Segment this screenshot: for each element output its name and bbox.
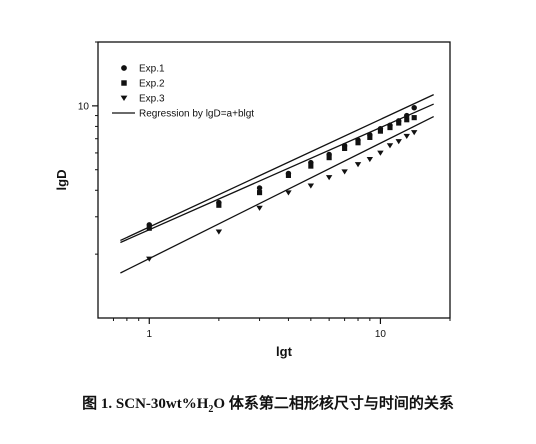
legend: Exp.1 Exp.2 Exp.3 Regression by lgD=a+blgt (112, 64, 254, 120)
data-point-circle (411, 105, 417, 111)
data-point-triangle-down (256, 205, 263, 211)
data-point-triangle-down (410, 130, 418, 136)
legend-marker (121, 80, 127, 86)
data-point-square (367, 134, 373, 140)
data-point-square (396, 120, 402, 126)
data-point-square (387, 125, 393, 131)
data-point-triangle-down (366, 157, 374, 163)
data-point-circle (256, 185, 263, 191)
legend-label: Exp.1 (139, 64, 165, 75)
x-tick-label: 1 (146, 329, 152, 340)
data-point-triangle-down (307, 183, 315, 189)
data-point-square (257, 190, 263, 196)
data-point-square (411, 115, 417, 121)
data-point-triangle-down (386, 143, 394, 149)
plot-frame (97, 41, 451, 319)
legend-marker (121, 65, 127, 71)
plot-border (97, 41, 451, 319)
data-point-triangle-down (341, 169, 348, 175)
data-point-square (342, 145, 348, 151)
regression-line (120, 103, 434, 244)
regression-lines (120, 94, 434, 274)
legend-marker (120, 95, 128, 102)
data-point-square (216, 202, 222, 208)
data-point-square (326, 155, 332, 161)
y-axis-title: lgD (54, 170, 69, 191)
data-point-circle (404, 112, 410, 119)
data-point-triangle-down (325, 175, 333, 181)
regression-line (120, 116, 434, 274)
chart: 1 10 10 lgt lgD Exp.1 Exp.2 Exp.3 Regression by… (54, 41, 451, 359)
data-point-square (377, 128, 383, 134)
data-points (146, 105, 418, 262)
legend-label: Exp.3 (139, 94, 165, 105)
data-point-square (355, 140, 361, 146)
data-point-square (285, 172, 291, 178)
data-point-triangle-down (395, 139, 402, 145)
data-point-triangle-down (354, 162, 362, 168)
data-point-triangle-down (215, 229, 223, 235)
caption-subscript: 2 (208, 404, 214, 415)
axes: 1 10 10 lgt lgD (54, 41, 451, 359)
data-point-square (308, 163, 314, 169)
data-point-triangle-down (146, 256, 153, 262)
x-tick-label: 10 (375, 329, 387, 340)
data-point-triangle-down (403, 133, 410, 140)
data-point-triangle-down (285, 190, 292, 196)
x-axis-title: lgt (276, 344, 293, 359)
legend-label: Exp.2 (139, 79, 165, 90)
regression-line (120, 94, 434, 242)
y-tick-label: 10 (78, 101, 90, 112)
caption-text: 图 1. SCN-30wt%H (82, 396, 209, 412)
data-point-triangle-down (377, 150, 384, 156)
caption-text-rest: O 体系第二相形核尺寸与时间的关系 (213, 396, 454, 412)
figure-caption: 图 1. SCN-30wt%H2O 体系第二相形核尺寸与时间的关系 (0, 392, 536, 415)
legend-label: Regression by lgD=a+blgt (139, 109, 254, 120)
data-point-square (404, 117, 410, 123)
data-point-square (146, 225, 152, 231)
